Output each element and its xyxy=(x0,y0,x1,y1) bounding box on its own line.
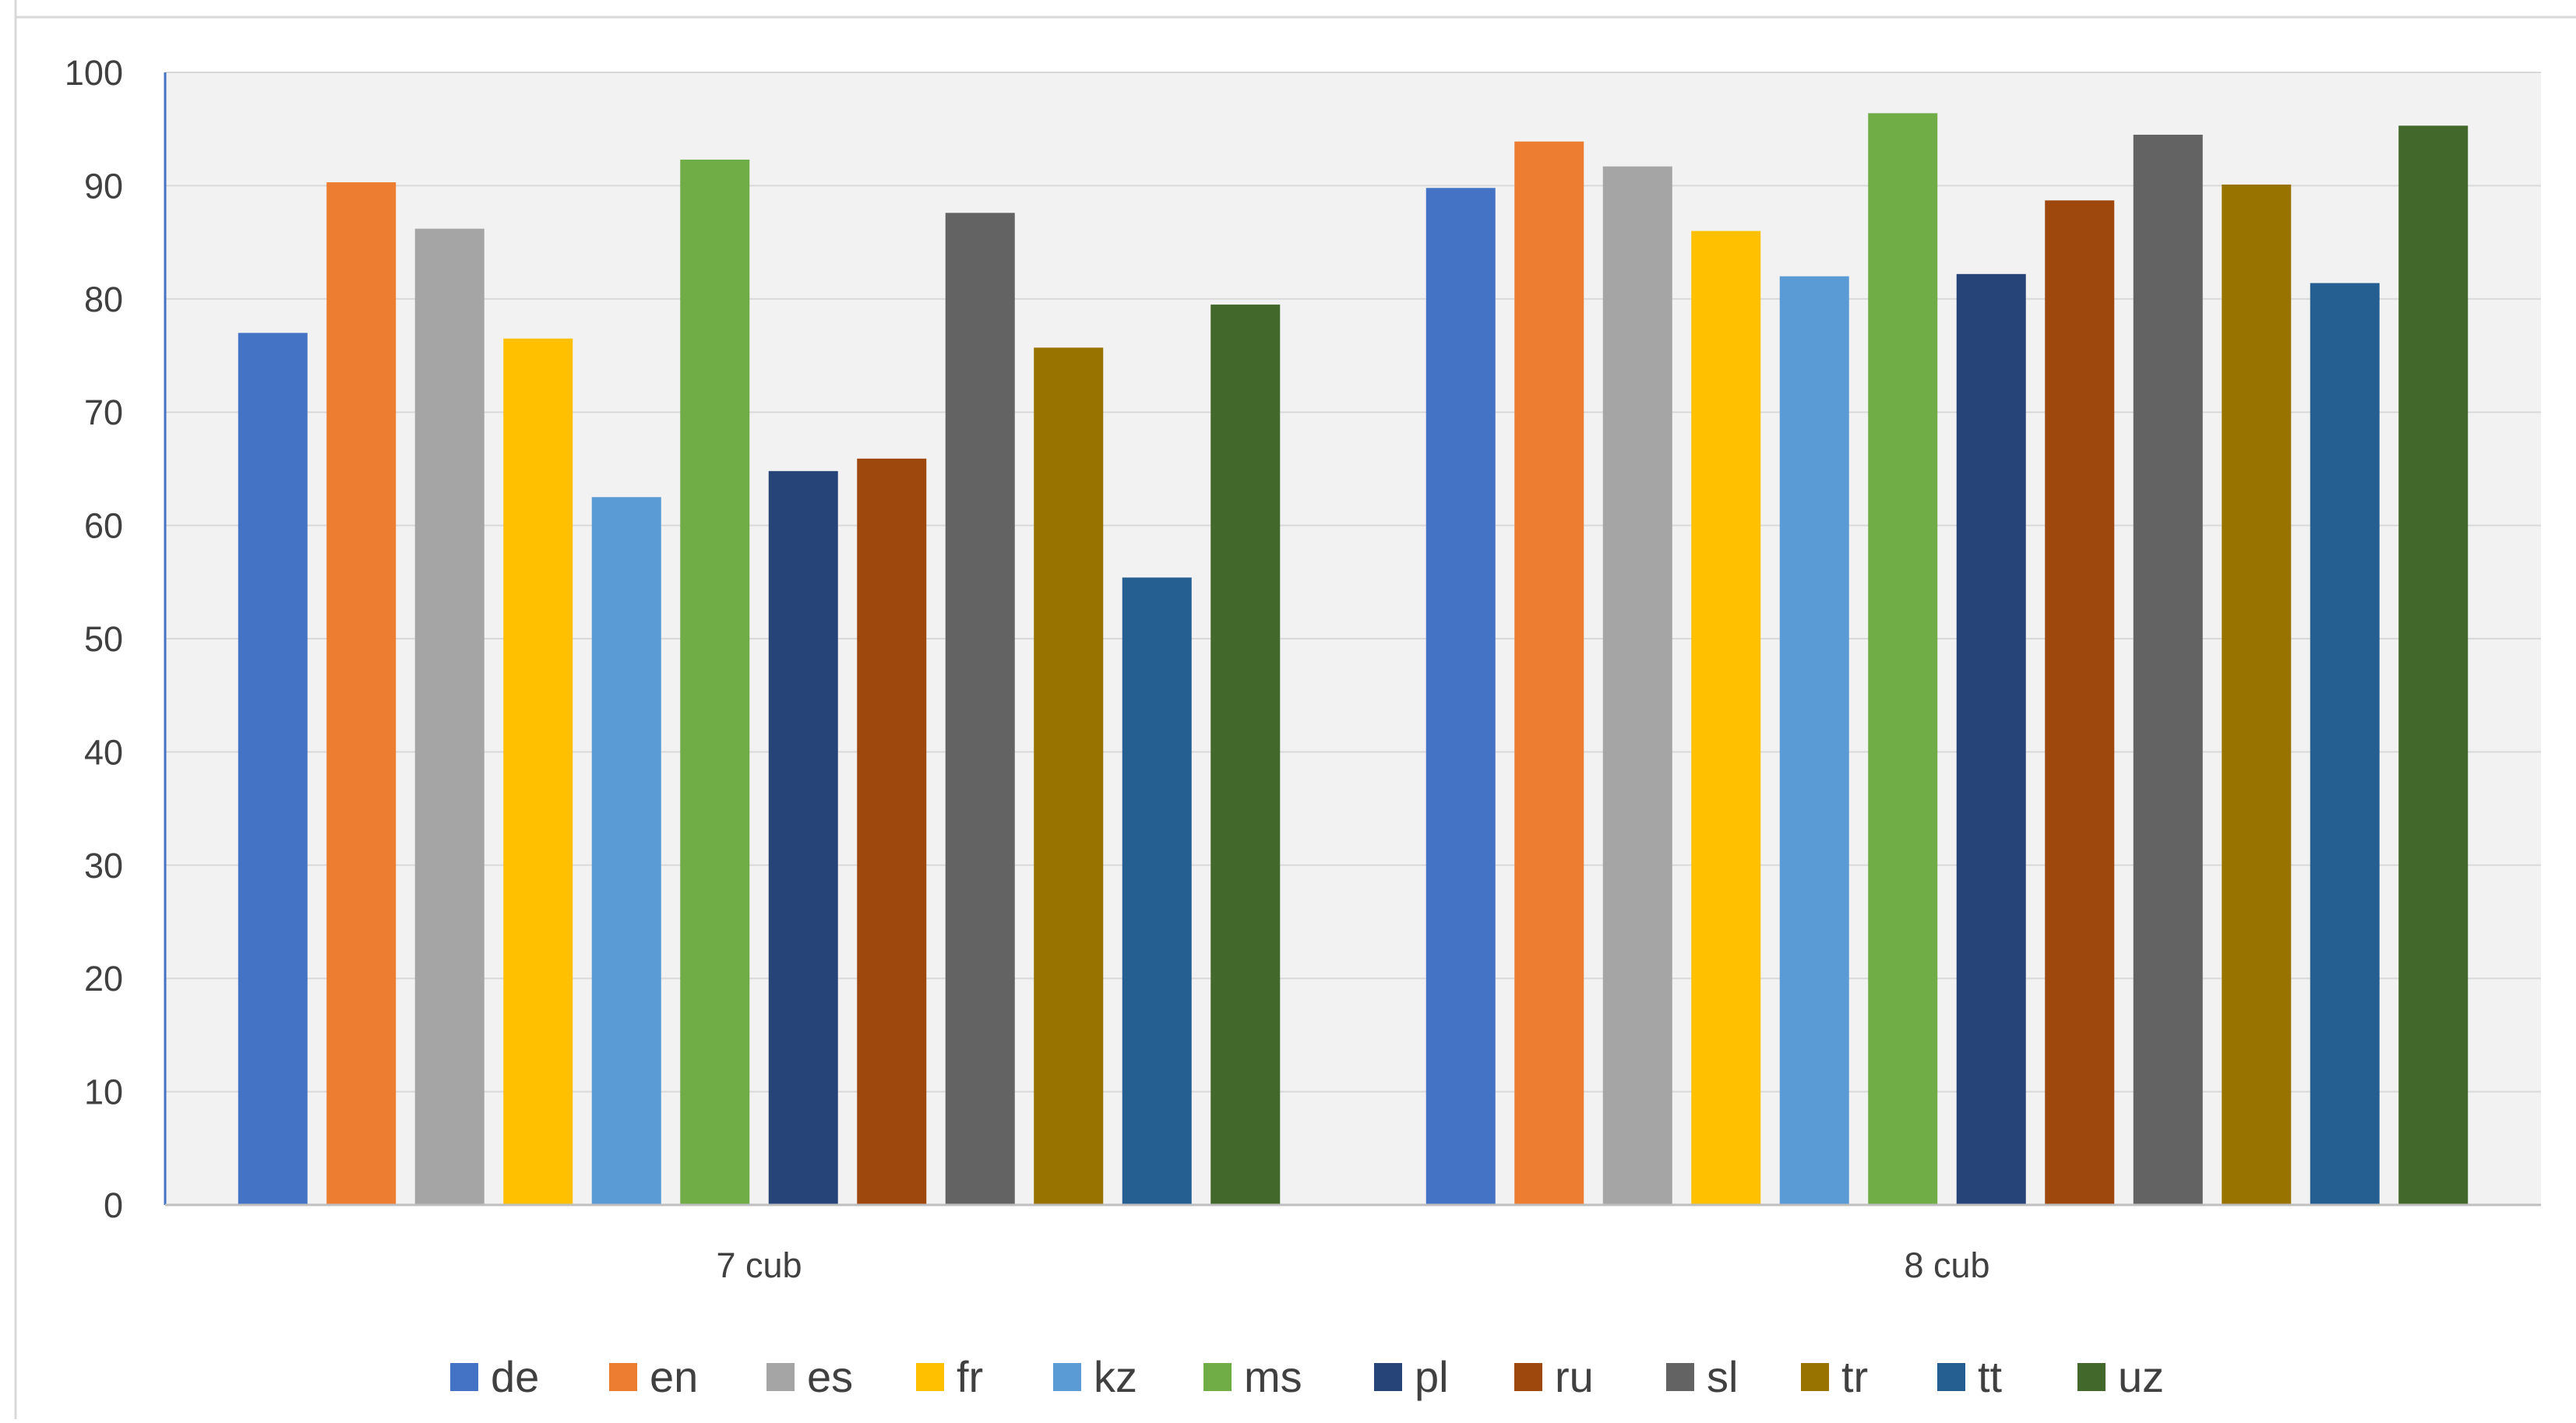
bar-fr-1 xyxy=(503,338,573,1206)
legend-swatch-pl xyxy=(1374,1363,1402,1391)
legend-swatch-kz xyxy=(1053,1363,1081,1391)
y-tick-label: 100 xyxy=(65,53,123,93)
y-tick-label: 0 xyxy=(104,1185,123,1225)
bar-pl-2 xyxy=(1956,273,2026,1205)
bar-sl-1 xyxy=(945,213,1015,1205)
x-axis-labels: 7 cub 8 cub xyxy=(716,1245,1989,1285)
y-tick-label: 40 xyxy=(84,732,123,772)
legend-label-kz: kz xyxy=(1094,1352,1137,1401)
bar-es-2 xyxy=(1602,166,1672,1205)
bar-tr-1 xyxy=(1034,347,1104,1205)
bar-ms-1 xyxy=(680,159,750,1205)
legend-label-tt: tt xyxy=(1978,1352,2003,1401)
y-axis-ticks: 0 10 20 30 40 50 60 70 80 90 100 xyxy=(65,53,123,1225)
x-category-label: 8 cub xyxy=(1904,1245,1989,1285)
y-tick-label: 90 xyxy=(84,166,123,206)
bars xyxy=(238,113,2469,1206)
bar-tr-2 xyxy=(2222,184,2292,1205)
bar-de-1 xyxy=(238,333,308,1205)
legend-label-pl: pl xyxy=(1415,1352,1449,1401)
legend-swatch-es xyxy=(766,1363,795,1391)
bar-ru-1 xyxy=(857,458,927,1205)
bar-tt-2 xyxy=(2310,283,2380,1206)
bar-fr-2 xyxy=(1691,231,1761,1205)
bar-uz-1 xyxy=(1210,305,1281,1205)
legend-label-tr: tr xyxy=(1841,1352,1868,1401)
bar-en-2 xyxy=(1514,141,1584,1206)
bar-kz-1 xyxy=(591,497,661,1205)
y-tick-label: 80 xyxy=(84,280,123,319)
bar-uz-2 xyxy=(2398,125,2469,1205)
legend-swatch-en xyxy=(609,1363,637,1391)
legend-swatch-sl xyxy=(1666,1363,1694,1391)
y-tick-label: 70 xyxy=(84,393,123,432)
bar-tt-1 xyxy=(1122,577,1192,1205)
bar-kz-2 xyxy=(1779,276,1849,1206)
legend-label-uz: uz xyxy=(2118,1352,2164,1401)
bar-de-2 xyxy=(1425,188,1496,1206)
y-tick-label: 20 xyxy=(84,959,123,999)
bar-ms-2 xyxy=(1868,113,1938,1205)
legend-swatch-ru xyxy=(1514,1363,1542,1391)
legend-label-sl: sl xyxy=(1707,1352,1738,1401)
legend-swatch-uz xyxy=(2077,1363,2106,1391)
legend-swatch-ms xyxy=(1203,1363,1232,1391)
legend-label-de: de xyxy=(491,1352,539,1401)
bar-sl-2 xyxy=(2133,134,2203,1206)
bar-pl-1 xyxy=(768,470,838,1205)
legend-label-fr: fr xyxy=(957,1352,983,1401)
bar-en-1 xyxy=(326,182,396,1206)
legend-label-en: en xyxy=(650,1352,698,1401)
y-tick-label: 50 xyxy=(84,619,123,659)
legend-label-ms: ms xyxy=(1244,1352,1302,1401)
x-category-label: 7 cub xyxy=(716,1245,802,1285)
legend-label-ru: ru xyxy=(1555,1352,1594,1401)
y-tick-label: 60 xyxy=(84,506,123,546)
y-tick-label: 10 xyxy=(84,1073,123,1112)
bar-es-1 xyxy=(414,228,485,1206)
legend-swatch-tt xyxy=(1937,1363,1965,1391)
legend-label-es: es xyxy=(807,1352,853,1401)
legend-swatch-fr xyxy=(916,1363,944,1391)
bar-ru-2 xyxy=(2045,200,2115,1205)
legend-swatch-tr xyxy=(1801,1363,1829,1391)
legend: de en es fr kz ms pl ru sl tr tt uz xyxy=(450,1352,2164,1401)
y-tick-label: 30 xyxy=(84,846,123,886)
legend-swatch-de xyxy=(450,1363,478,1391)
